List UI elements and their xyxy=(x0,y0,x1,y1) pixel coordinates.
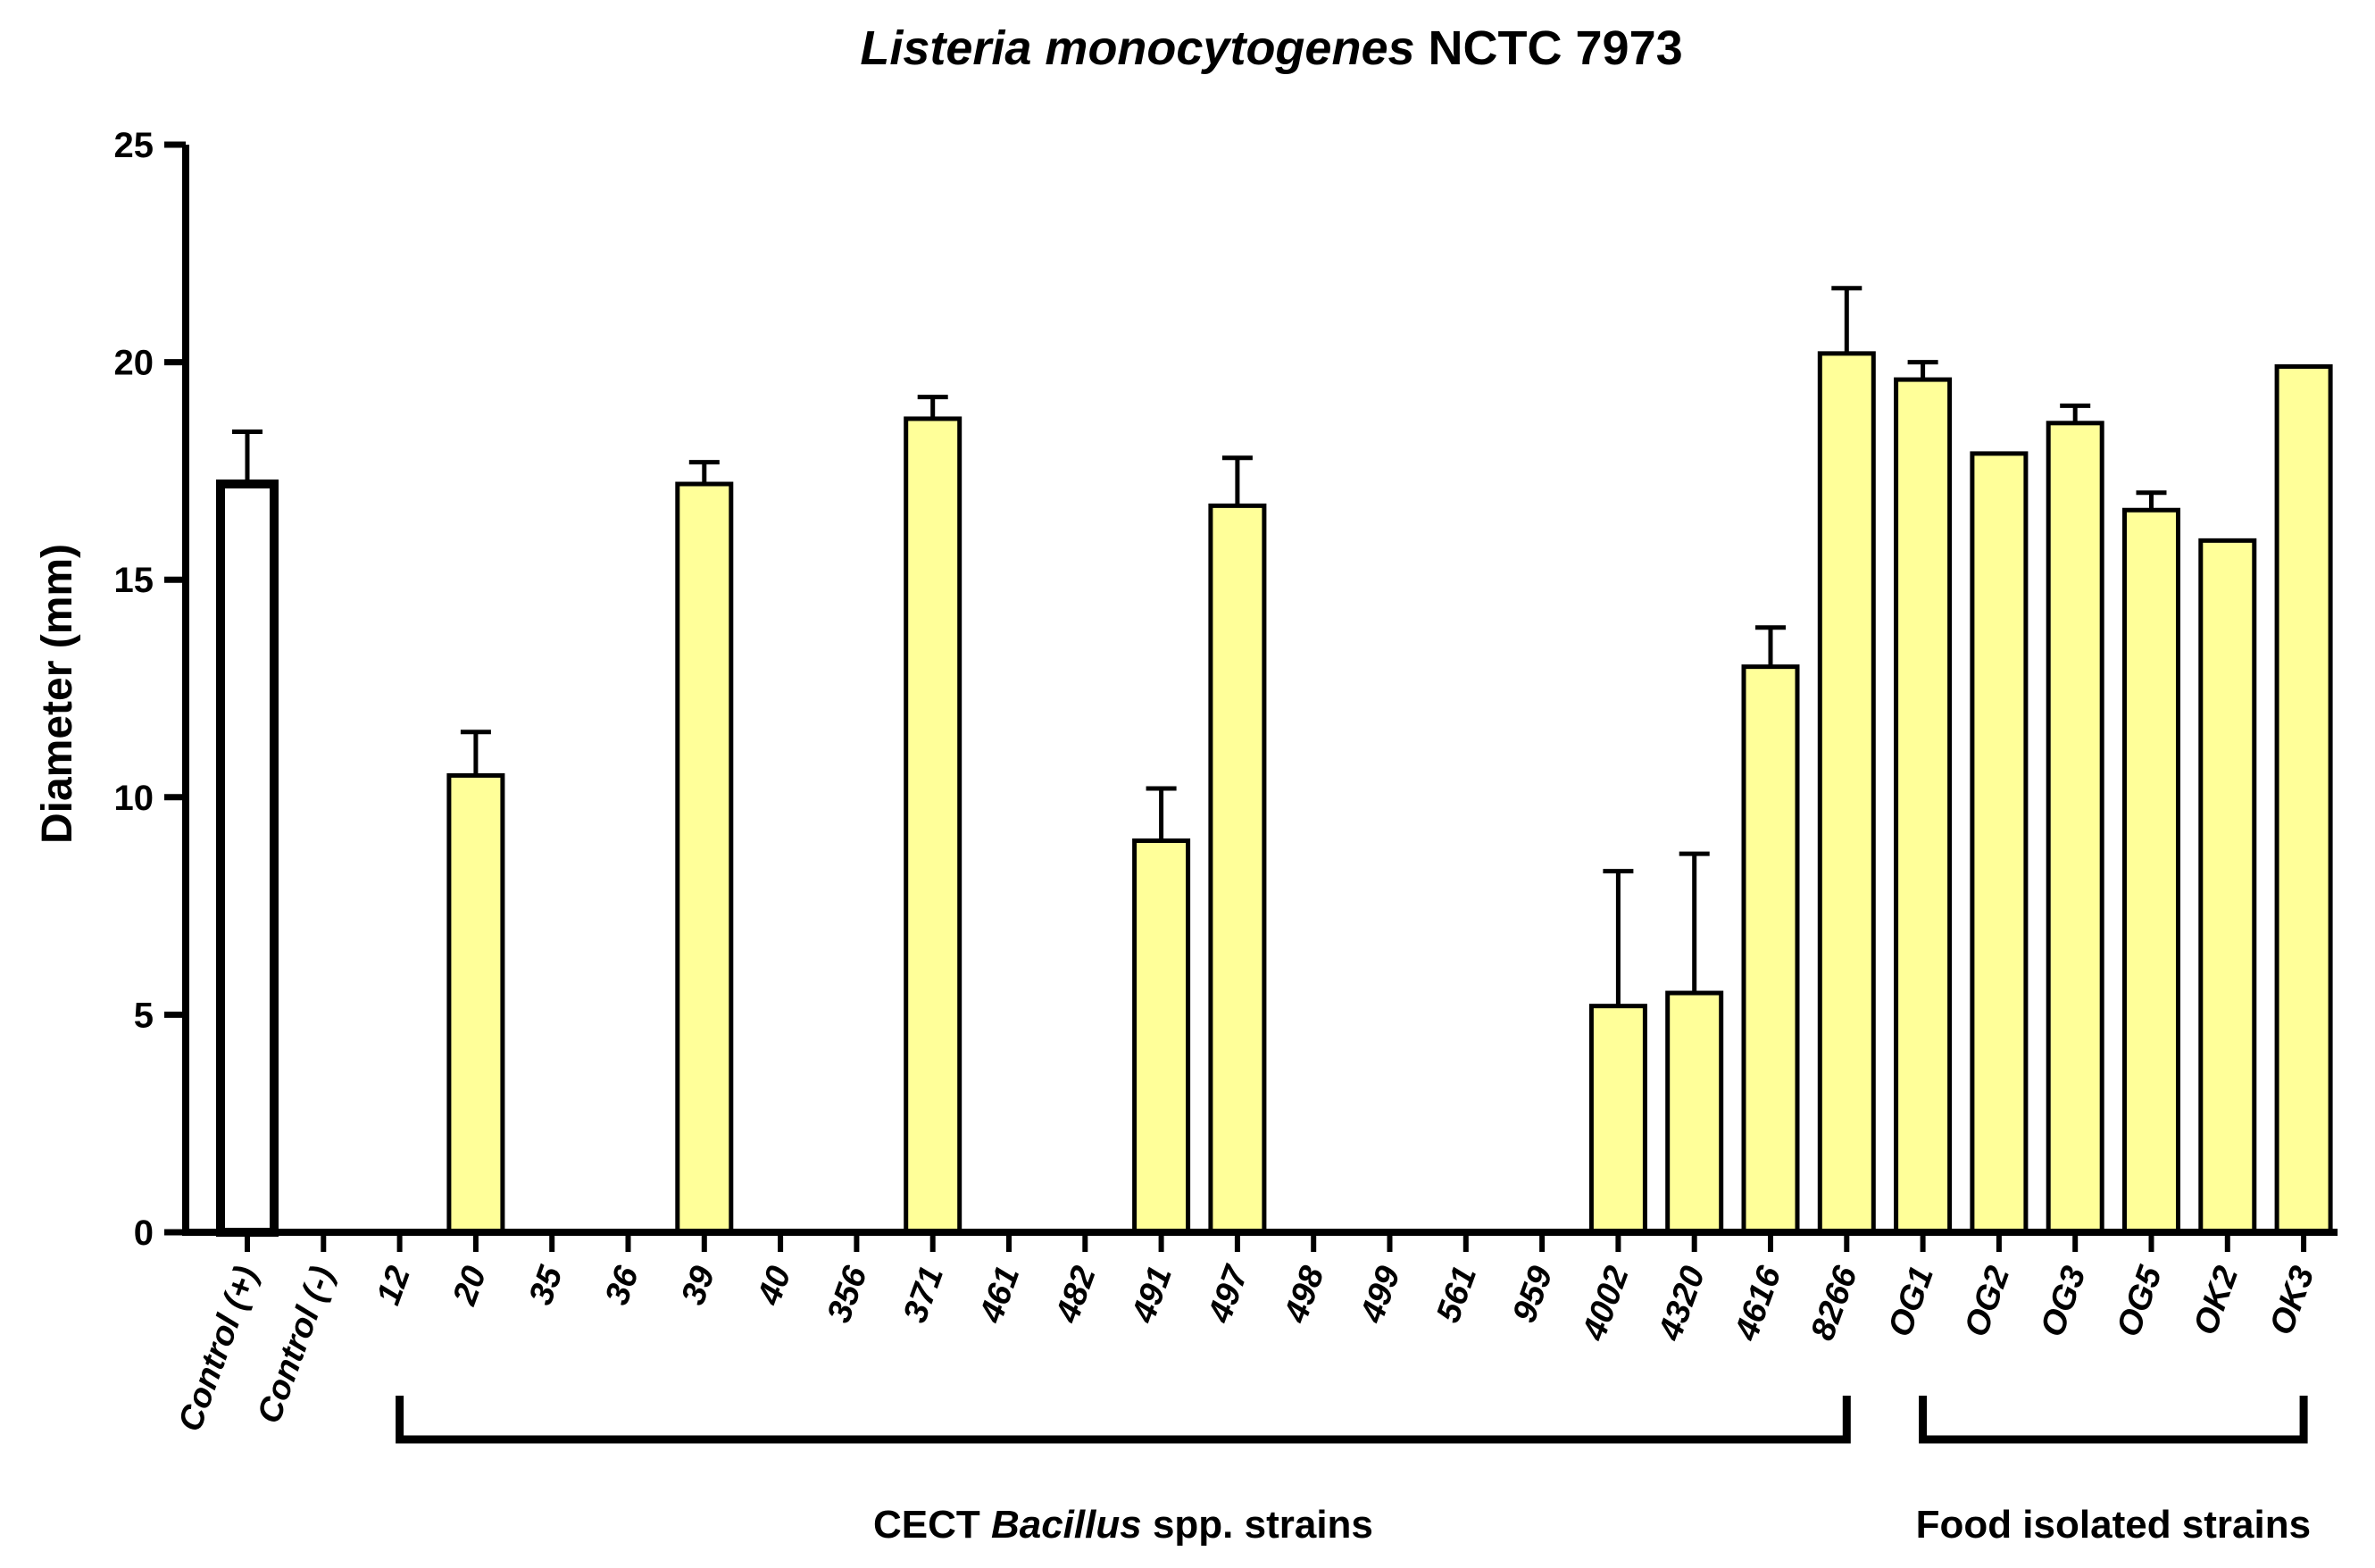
error-bar-og5 xyxy=(2136,490,2167,511)
y-tick-label-25: 25 xyxy=(114,126,154,165)
y-tick-label-10: 10 xyxy=(114,779,154,818)
y-tick-label-15: 15 xyxy=(114,561,154,600)
y-tick-label-5: 5 xyxy=(134,996,154,1035)
error-bar-497 xyxy=(1221,455,1253,506)
group-label-1-before: CECT xyxy=(873,1503,991,1547)
error-bar-8266 xyxy=(1831,286,1862,354)
bar-497 xyxy=(1208,503,1267,1235)
x-tick-label-40: 40 xyxy=(750,1262,798,1311)
bar-39 xyxy=(675,481,734,1235)
y-tick-label-0: 0 xyxy=(134,1214,154,1253)
x-tick-label-461: 461 xyxy=(972,1262,1027,1329)
x-tick-label-356: 356 xyxy=(821,1261,875,1328)
error-bar-39 xyxy=(688,460,720,485)
bar-control xyxy=(216,480,279,1237)
x-tick-label-4320: 4320 xyxy=(1651,1262,1712,1347)
x-tick-label-4616: 4616 xyxy=(1728,1261,1789,1347)
group-brackets: CECT Bacillus spp. strains Food isolated … xyxy=(396,1396,2312,1547)
axis-layer: 0 5 10 15 20 25 xyxy=(114,126,2338,1253)
error-bar-4002 xyxy=(1603,869,1634,1006)
chart-title-italic: Listeria monocytogenes xyxy=(860,21,1414,75)
x-tick-label-control: Control (-) xyxy=(250,1262,341,1429)
group-label-2-before: Food isolated strains xyxy=(1916,1503,2312,1547)
group-label-2: Food isolated strains xyxy=(1916,1503,2312,1547)
bar-og1 xyxy=(1894,377,1953,1235)
error-bar-4616 xyxy=(1755,625,1786,667)
group-bracket-1 xyxy=(396,1396,1851,1444)
x-tick-label-20: 20 xyxy=(446,1262,494,1311)
error-bar-371 xyxy=(917,395,948,419)
bar-og3 xyxy=(2046,421,2104,1235)
x-tick-label-36: 36 xyxy=(598,1261,646,1310)
chart-title-rest: NCTC 7973 xyxy=(1415,21,1683,75)
x-tick-label-482: 482 xyxy=(1048,1262,1103,1329)
x-tick-label-959: 959 xyxy=(1505,1262,1560,1328)
x-tick-label-561: 561 xyxy=(1429,1262,1484,1328)
y-tick-label-20: 20 xyxy=(114,344,154,383)
x-tick-label-og3: OG3 xyxy=(2034,1262,2094,1342)
bar-og2 xyxy=(1970,451,2029,1235)
bar-4616 xyxy=(1741,664,1800,1235)
x-tick-label-og2: OG2 xyxy=(1957,1262,2017,1342)
bar-ok2 xyxy=(2198,538,2257,1235)
error-bar-20 xyxy=(460,730,491,776)
bar-4320 xyxy=(1665,990,1724,1235)
x-tick-label-og5: OG5 xyxy=(2110,1261,2170,1342)
x-tick-labels: Control (+)Control (-) 12 20 35 36 39 40 356 371… xyxy=(171,1260,2322,1437)
group-label-1: CECT Bacillus spp. strains xyxy=(873,1503,1373,1547)
x-tick-label-491: 491 xyxy=(1125,1262,1179,1329)
group-label-1-italic: Bacillus xyxy=(991,1503,1142,1547)
bar-og5 xyxy=(2122,507,2180,1235)
x-tick-label-4002: 4002 xyxy=(1575,1262,1637,1347)
error-bar-4320 xyxy=(1679,851,1710,994)
error-bar-491 xyxy=(1146,786,1177,841)
x-tick-label-499: 499 xyxy=(1353,1262,1407,1329)
x-tick-label-ok3: OK3 xyxy=(2262,1262,2321,1340)
bar-ok3 xyxy=(2274,363,2333,1235)
bar-8266 xyxy=(1817,351,1876,1235)
bars-layer xyxy=(216,351,2333,1237)
bar-371 xyxy=(904,416,962,1235)
x-tick-label-control: Control (+) xyxy=(171,1262,266,1437)
x-tick-label-ok2: OK2 xyxy=(2187,1262,2246,1340)
bar-20 xyxy=(446,772,505,1235)
bar-491 xyxy=(1132,838,1191,1235)
chart-title: Listeria monocytogenes NCTC 7973 xyxy=(860,21,1682,75)
group-bracket-2 xyxy=(1919,1396,2308,1444)
x-tick-label-35: 35 xyxy=(522,1261,571,1310)
x-tick-label-498: 498 xyxy=(1277,1261,1332,1329)
error-bars-layer xyxy=(232,286,2167,1006)
x-tick-label-371: 371 xyxy=(896,1262,951,1328)
error-bar-control xyxy=(232,430,262,485)
group-label-1-after: spp. strains xyxy=(1142,1503,1373,1547)
x-tick-label-497: 497 xyxy=(1201,1260,1256,1329)
x-tick-label-39: 39 xyxy=(674,1262,722,1310)
x-tick-label-og1: OG1 xyxy=(1881,1262,1941,1342)
error-bar-og3 xyxy=(2060,403,2091,423)
error-bar-og1 xyxy=(1907,360,1938,380)
bar-4002 xyxy=(1588,1004,1647,1235)
x-tick-label-8266: 8266 xyxy=(1804,1261,1865,1346)
x-tick-label-12: 12 xyxy=(370,1262,418,1310)
y-axis-label: Diameter (mm) xyxy=(34,544,81,844)
